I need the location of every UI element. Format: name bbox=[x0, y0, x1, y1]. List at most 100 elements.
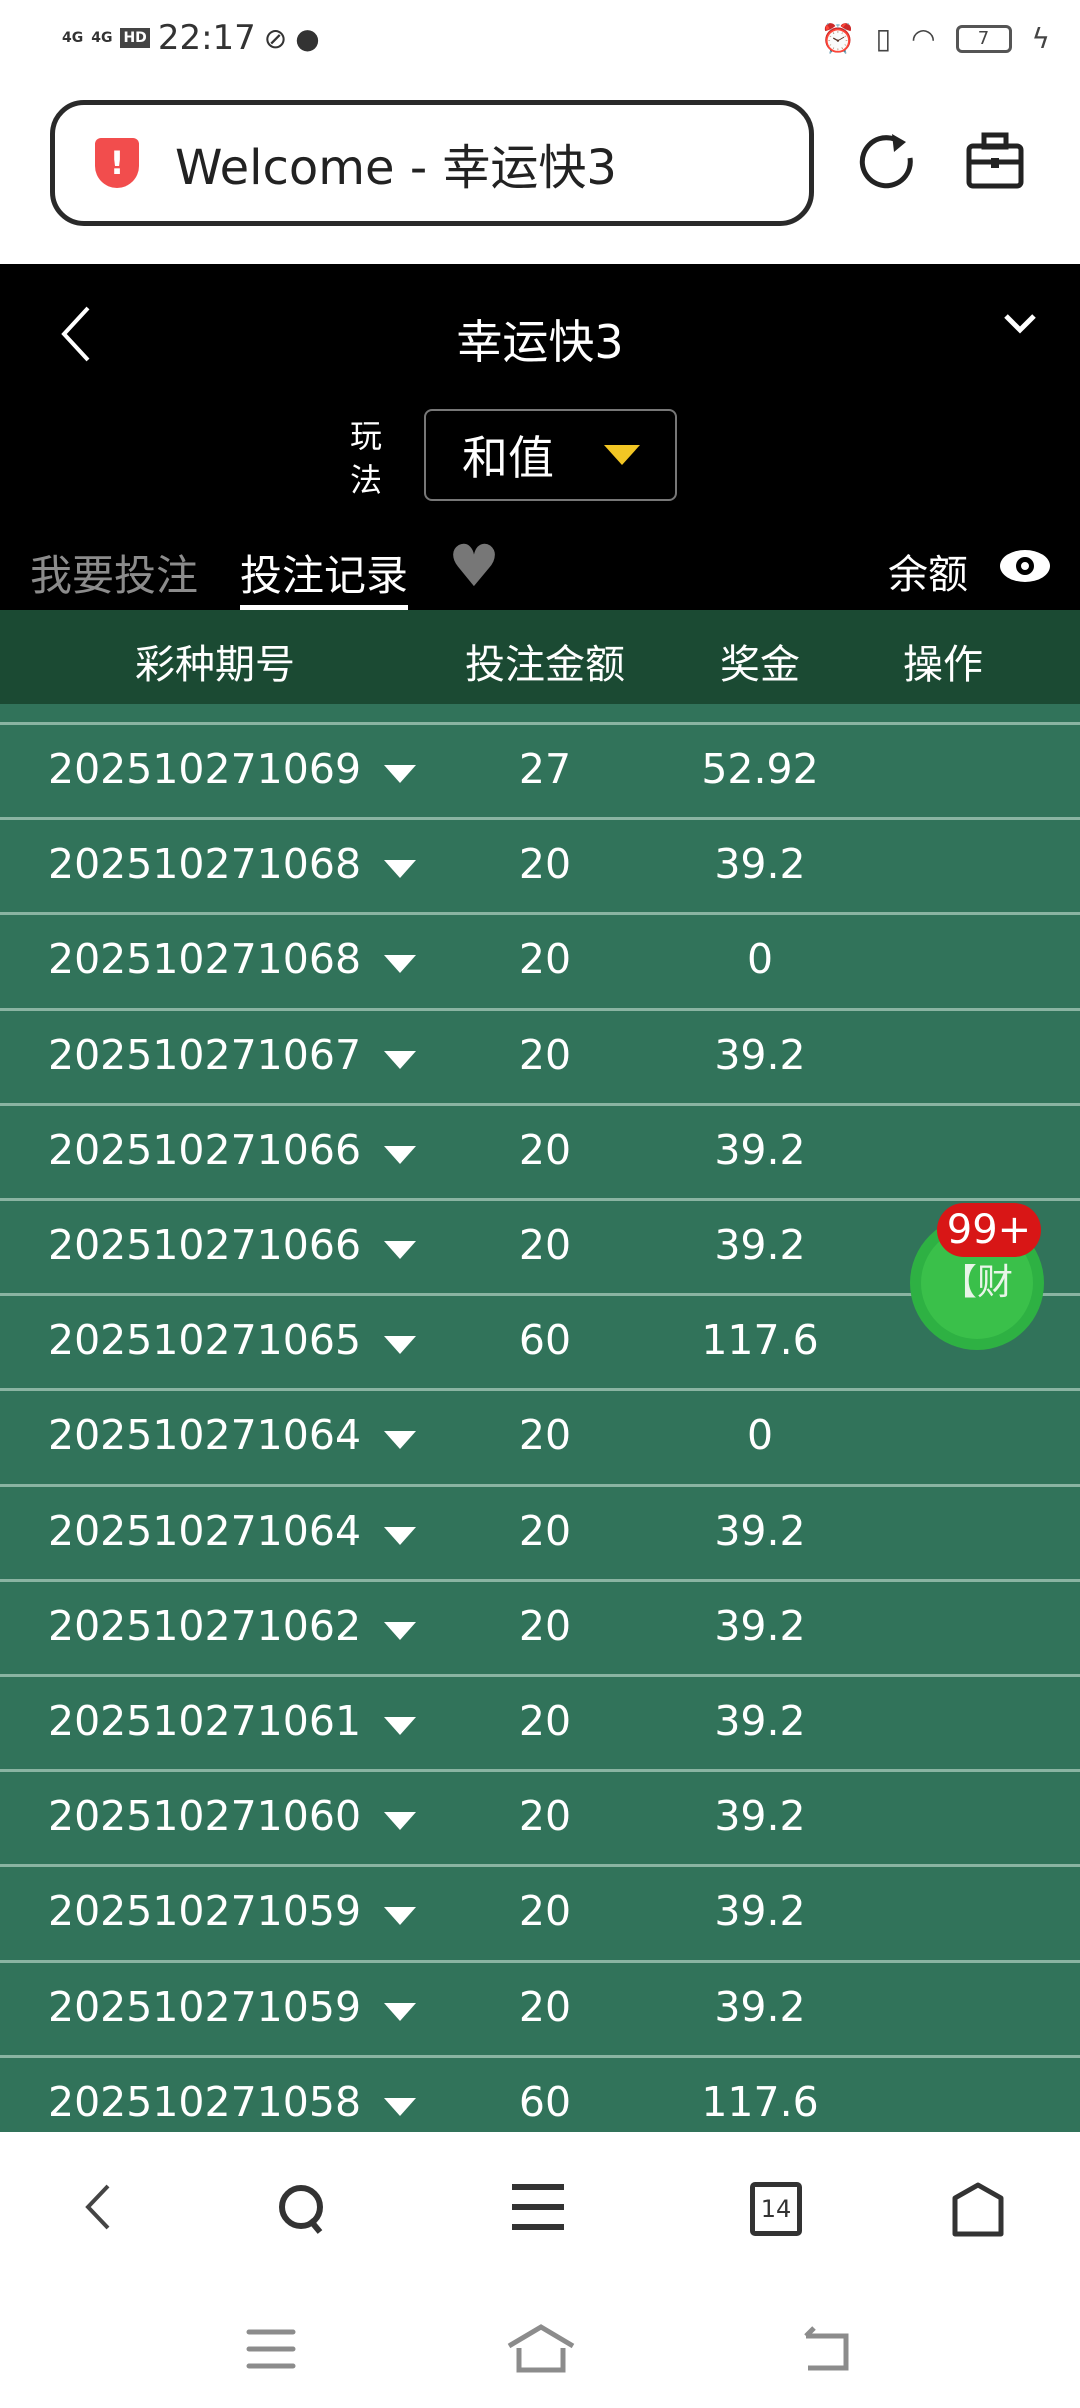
table-row[interactable]: 202510271069 27 52.92 bbox=[0, 722, 1080, 817]
expand-caret-icon[interactable] bbox=[384, 1526, 416, 1545]
browser-bottom-nav: 14 bbox=[0, 2132, 1080, 2282]
issue-number: 202510271064 bbox=[48, 1411, 362, 1460]
hd-icon: HD bbox=[120, 28, 150, 48]
bet-amount: 60 bbox=[518, 1316, 572, 1365]
expand-caret-icon[interactable] bbox=[384, 2097, 416, 2116]
table-row[interactable]: 202510271062 20 39.2 bbox=[0, 1578, 1080, 1674]
column-issue: 彩种期号 bbox=[135, 642, 295, 688]
table-row[interactable]: 202510271061 20 39.2 bbox=[0, 1674, 1080, 1769]
table-row[interactable]: 202510271066 20 39.2 bbox=[0, 1102, 1080, 1198]
expand-caret-icon[interactable] bbox=[384, 1241, 416, 1259]
issue-number: 202510271069 bbox=[48, 745, 362, 793]
prize-amount: 39.2 bbox=[714, 1887, 806, 1936]
bet-records-table[interactable]: 202510271069 27 52.92 202510271068 20 39.… bbox=[0, 704, 1080, 2132]
security-warning-icon[interactable]: ! bbox=[95, 138, 139, 188]
issue-number: 202510271059 bbox=[48, 1982, 362, 2031]
recent-apps-icon[interactable] bbox=[246, 2328, 296, 2370]
bet-amount: 20 bbox=[518, 1411, 572, 1460]
table-row[interactable]: 202510271059 20 39.2 bbox=[0, 1959, 1080, 2055]
bet-amount: 20 bbox=[518, 1506, 572, 1555]
table-row[interactable]: 202510271067 20 39.2 bbox=[0, 1007, 1080, 1103]
table-row[interactable]: 202510271066 20 39.2 bbox=[0, 1198, 1080, 1293]
caret-down-icon bbox=[604, 445, 640, 465]
table-row[interactable]: 202510271065 60 117.6 bbox=[0, 1293, 1080, 1388]
bet-amount: 20 bbox=[518, 1601, 572, 1650]
issue-number: 202510271059 bbox=[48, 1887, 362, 1936]
table-header: 彩种期号 投注金额 奖金 操作 bbox=[0, 610, 1080, 704]
expand-caret-icon[interactable] bbox=[384, 1145, 416, 1164]
column-amount: 投注金额 bbox=[465, 642, 625, 688]
column-prize: 奖金 bbox=[720, 642, 800, 688]
back-icon[interactable] bbox=[796, 2324, 852, 2372]
column-action: 操作 bbox=[903, 642, 983, 688]
vibrate-icon: ▯ bbox=[875, 22, 892, 55]
toolbox-icon[interactable] bbox=[966, 132, 1024, 190]
expand-caret-icon[interactable] bbox=[384, 1717, 416, 1735]
refresh-icon[interactable] bbox=[858, 130, 918, 192]
issue-number: 202510271064 bbox=[48, 1506, 362, 1555]
prize-amount: 39.2 bbox=[714, 1697, 806, 1745]
back-icon[interactable] bbox=[78, 2182, 118, 2232]
balance-label: 余额 bbox=[888, 552, 968, 598]
expand-caret-icon[interactable] bbox=[384, 1336, 416, 1355]
app-notification-icon: ⊘ bbox=[263, 21, 288, 55]
expand-caret-icon[interactable] bbox=[384, 1431, 416, 1450]
wechat-icon: ● bbox=[295, 21, 320, 55]
table-row[interactable]: 202510271059 20 39.2 bbox=[0, 1864, 1080, 1959]
prize-amount: 117.6 bbox=[701, 2077, 819, 2126]
tab-bet-records[interactable]: 投注记录 bbox=[240, 542, 409, 612]
prize-amount: 39.2 bbox=[714, 1506, 806, 1555]
table-row[interactable]: 202510271060 20 39.2 bbox=[0, 1769, 1080, 1864]
expand-caret-icon[interactable] bbox=[384, 955, 416, 974]
wifi-icon: ◠ bbox=[911, 22, 936, 55]
issue-number: 202510271060 bbox=[48, 1792, 362, 1841]
expand-caret-icon[interactable] bbox=[384, 2002, 416, 2021]
prize-amount: 52.92 bbox=[701, 745, 819, 793]
page-title: Welcome - 幸运快3 bbox=[175, 140, 617, 196]
prize-amount: 117.6 bbox=[701, 1316, 819, 1365]
home-icon[interactable] bbox=[505, 2324, 577, 2374]
table-row[interactable]: 202510271064 20 39.2 bbox=[0, 1483, 1080, 1579]
issue-number: 202510271065 bbox=[48, 1316, 362, 1365]
bet-amount: 20 bbox=[518, 840, 572, 889]
issue-number: 202510271068 bbox=[48, 935, 362, 984]
status-bar: 4G 4G HD 22:17 ⊘ ● ⏰ ▯ ◠ 7 ϟ bbox=[0, 0, 1080, 85]
chevron-down-icon[interactable] bbox=[1000, 304, 1040, 344]
prize-amount: 39.2 bbox=[714, 1030, 806, 1079]
charging-icon: ϟ bbox=[1031, 22, 1050, 55]
issue-number: 202510271062 bbox=[48, 1601, 362, 1650]
issue-number: 202510271066 bbox=[48, 1125, 362, 1174]
tab-place-bet[interactable]: 我要投注 bbox=[30, 551, 199, 600]
heart-icon[interactable]: ♥ bbox=[448, 532, 500, 600]
search-icon[interactable] bbox=[276, 2182, 330, 2236]
bet-amount: 20 bbox=[518, 935, 572, 984]
table-row[interactable]: 202510271068 20 0 bbox=[0, 912, 1080, 1007]
lottery-title: 幸运快3 bbox=[456, 315, 624, 369]
prize-amount: 39.2 bbox=[714, 1982, 806, 2031]
issue-number: 202510271067 bbox=[48, 1030, 362, 1079]
table-row[interactable]: 202510271068 20 39.2 bbox=[0, 817, 1080, 912]
eye-icon[interactable] bbox=[1000, 550, 1050, 582]
expand-caret-icon[interactable] bbox=[384, 1621, 416, 1640]
table-row[interactable]: 202510271064 20 0 bbox=[0, 1388, 1080, 1483]
menu-icon[interactable] bbox=[512, 2182, 564, 2232]
signal-icon: 4G bbox=[62, 30, 84, 46]
prize-amount: 39.2 bbox=[714, 1221, 806, 1269]
back-icon[interactable] bbox=[56, 304, 96, 364]
expand-caret-icon[interactable] bbox=[384, 1050, 416, 1069]
home-icon[interactable] bbox=[951, 2182, 1005, 2238]
bet-amount: 20 bbox=[518, 1982, 572, 2031]
tabs-button[interactable]: 14 bbox=[750, 2182, 802, 2236]
expand-caret-icon[interactable] bbox=[384, 1812, 416, 1831]
table-row[interactable]: 202510271058 60 117.6 bbox=[0, 2054, 1080, 2132]
bet-amount: 20 bbox=[518, 1697, 572, 1745]
url-bar[interactable]: ! Welcome - 幸运快3 bbox=[50, 100, 814, 226]
battery-icon: 7 bbox=[955, 24, 1012, 53]
expand-caret-icon[interactable] bbox=[384, 1907, 416, 1926]
issue-number: 202510271058 bbox=[48, 2077, 362, 2126]
prize-amount: 0 bbox=[746, 1411, 774, 1460]
issue-number: 202510271061 bbox=[48, 1697, 362, 1745]
expand-caret-icon[interactable] bbox=[384, 765, 416, 783]
play-mode-select[interactable]: 和值 bbox=[424, 409, 677, 501]
expand-caret-icon[interactable] bbox=[384, 860, 416, 879]
